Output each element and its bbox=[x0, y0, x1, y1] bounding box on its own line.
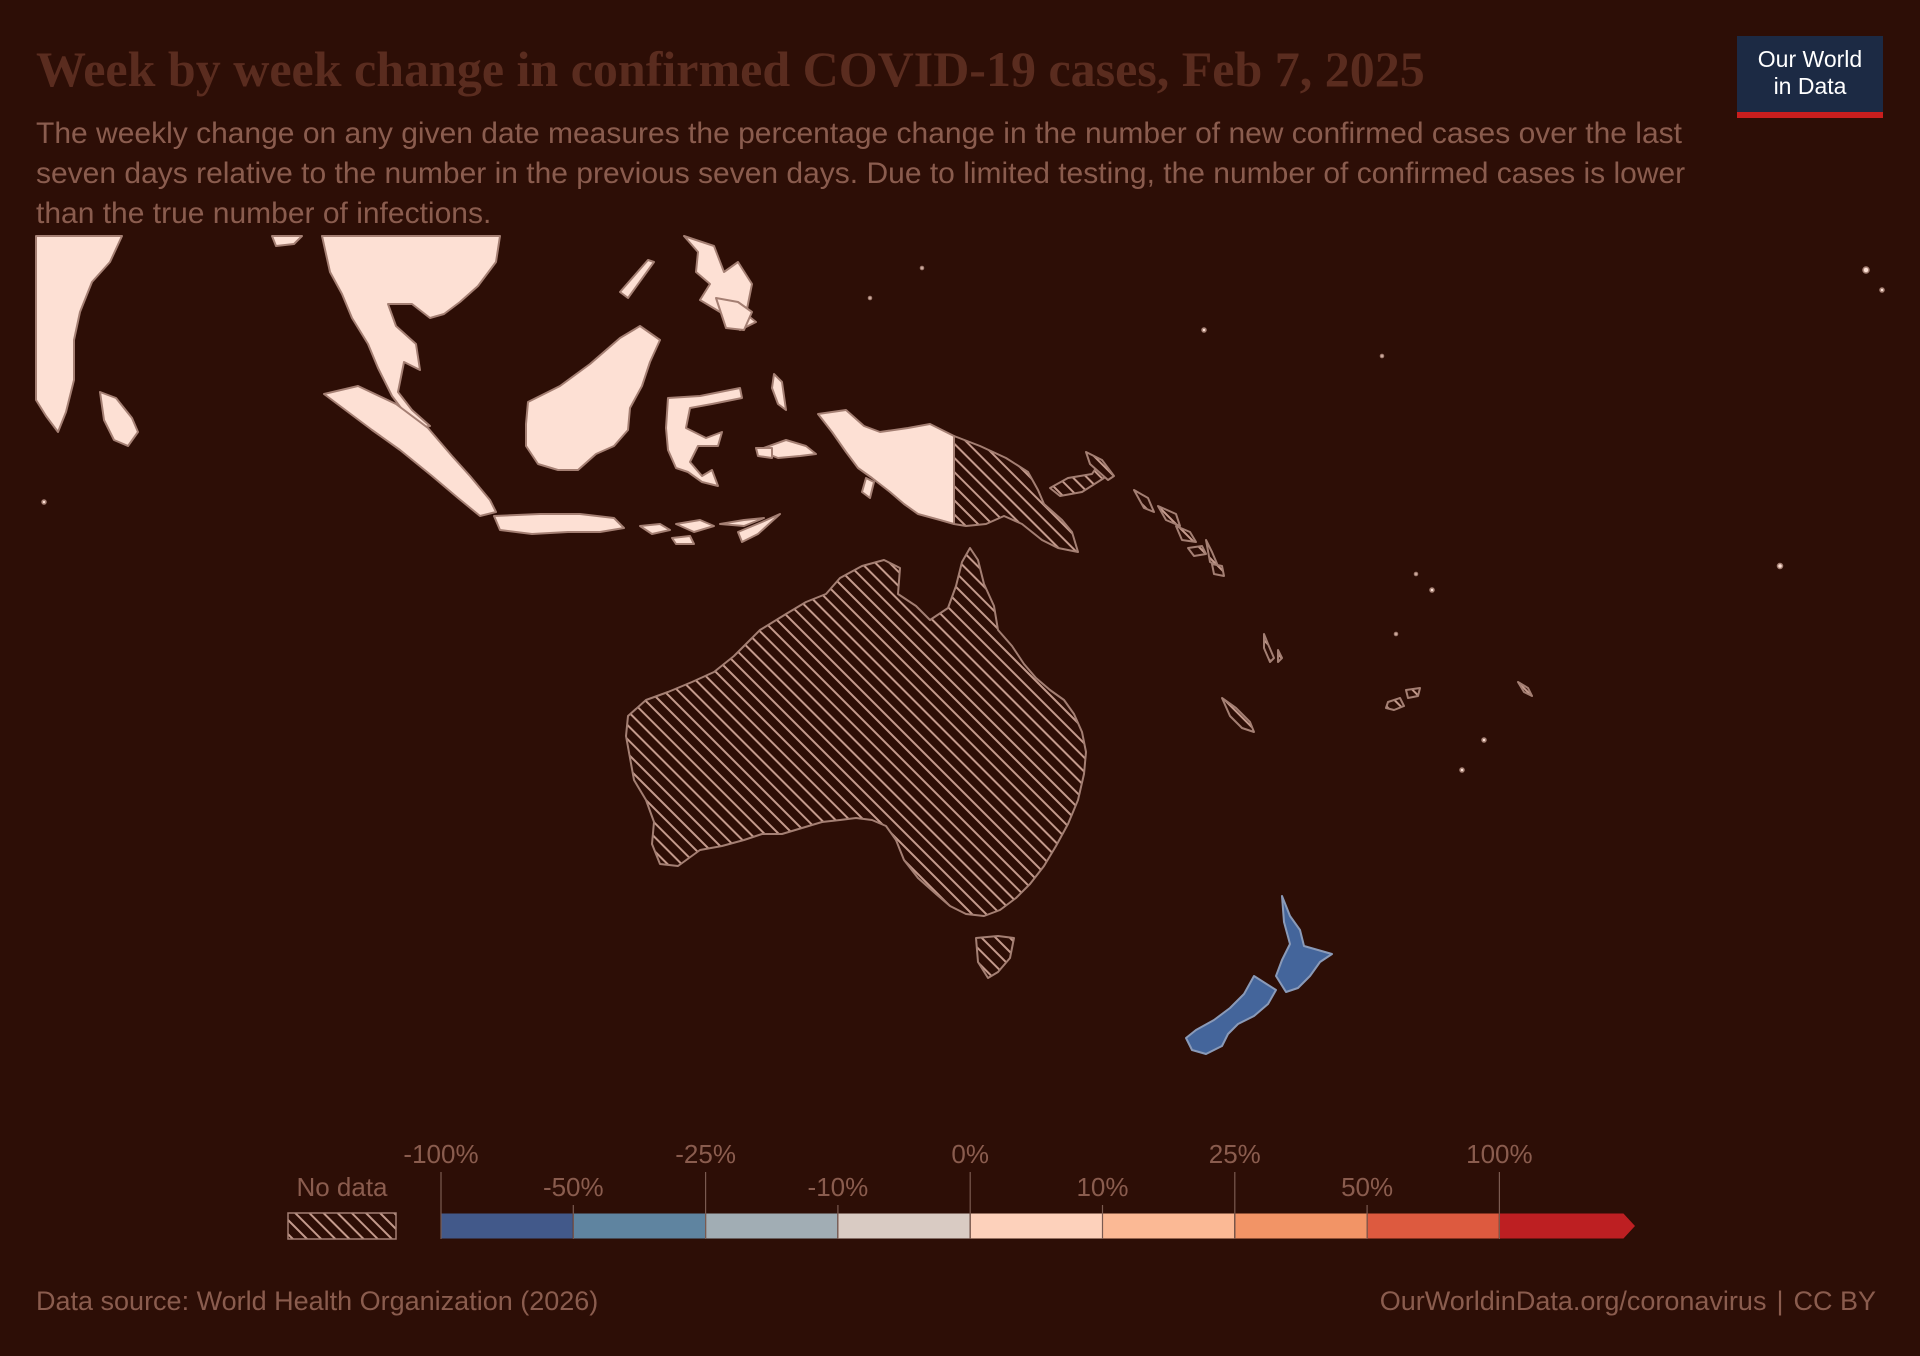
legend-bin[interactable] bbox=[1102, 1212, 1236, 1240]
region-sumatra[interactable] bbox=[323, 385, 497, 517]
islet[interactable] bbox=[1379, 353, 1385, 359]
region-papua-new-guinea[interactable] bbox=[953, 435, 1079, 553]
islet[interactable] bbox=[41, 499, 47, 505]
region-fiji-3[interactable] bbox=[1517, 681, 1533, 697]
data-source: Data source: World Health Organization (… bbox=[36, 1286, 599, 1316]
region-new-caledonia[interactable] bbox=[1221, 697, 1255, 733]
chart-subtitle: The weekly change on any given date meas… bbox=[36, 117, 1686, 230]
region-india[interactable] bbox=[35, 235, 123, 433]
region-flores[interactable] bbox=[719, 517, 765, 527]
logo-line-1: Our World bbox=[1757, 46, 1863, 72]
legend: No data -100% -50% -25% -10% 0% 10% 25% 50% 100% bbox=[287, 1139, 1637, 1240]
legend-no-data-label: No data bbox=[296, 1172, 388, 1202]
legend-bin[interactable] bbox=[705, 1212, 839, 1240]
footer-credit: OurWorldinData.org/coronavirus | CC BY bbox=[1380, 1286, 1876, 1317]
legend-bin[interactable] bbox=[969, 1212, 1104, 1240]
legend-tick-label: 0% bbox=[951, 1139, 989, 1169]
islet[interactable] bbox=[919, 265, 925, 271]
region-new-ireland[interactable] bbox=[1085, 451, 1115, 481]
legend-tick-label: -25% bbox=[675, 1139, 736, 1169]
islet[interactable] bbox=[1879, 287, 1885, 293]
region-solomon-5[interactable] bbox=[1205, 539, 1219, 567]
islet[interactable] bbox=[867, 295, 873, 301]
chart-title: Week by week change in confirmed COVID-1… bbox=[36, 41, 1425, 97]
legend-bin[interactable] bbox=[1366, 1212, 1500, 1240]
region-timor[interactable] bbox=[737, 513, 781, 543]
islet[interactable] bbox=[1413, 571, 1419, 577]
region-vanuatu-2[interactable] bbox=[1277, 649, 1283, 663]
legend-tick-label: 25% bbox=[1209, 1139, 1261, 1169]
region-borneo[interactable] bbox=[525, 325, 661, 471]
region-sumba[interactable] bbox=[671, 535, 695, 545]
region-java[interactable] bbox=[493, 513, 625, 535]
region-solomon-4[interactable] bbox=[1187, 545, 1207, 557]
region-sri-lanka[interactable] bbox=[99, 391, 139, 447]
legend-ticks bbox=[440, 1172, 1501, 1239]
legend-tick-label: 50% bbox=[1341, 1172, 1393, 1202]
region-western-new-guinea[interactable] bbox=[817, 409, 955, 525]
islet[interactable] bbox=[1776, 562, 1784, 570]
region-australia[interactable] bbox=[625, 547, 1087, 917]
region-philippines-mindanao[interactable] bbox=[715, 297, 753, 331]
region-sulawesi[interactable] bbox=[665, 387, 743, 487]
separator: | bbox=[1776, 1286, 1784, 1316]
legend-tick-label: 100% bbox=[1466, 1139, 1533, 1169]
pacific-islets bbox=[41, 265, 1885, 773]
region-bali-lombok[interactable] bbox=[639, 523, 671, 535]
region-new-zealand bbox=[1185, 895, 1333, 1055]
region-myanmar-north[interactable] bbox=[271, 235, 303, 247]
region-fiji-2[interactable] bbox=[1405, 687, 1421, 699]
legend-bin[interactable] bbox=[837, 1212, 971, 1240]
region-solomon-1[interactable] bbox=[1133, 489, 1155, 513]
logo-line-2: in Data bbox=[1773, 73, 1847, 99]
land-no-data-hatched bbox=[625, 435, 1533, 979]
region-aru[interactable] bbox=[861, 477, 875, 499]
region-sumbawa[interactable] bbox=[675, 519, 715, 533]
new-zealand-north-island[interactable] bbox=[1275, 895, 1333, 993]
region-solomon-3[interactable] bbox=[1175, 525, 1197, 543]
legend-bin[interactable] bbox=[1498, 1212, 1637, 1240]
region-tasmania[interactable] bbox=[975, 935, 1015, 979]
region-buru[interactable] bbox=[755, 447, 773, 459]
islet[interactable] bbox=[1481, 737, 1487, 743]
islet[interactable] bbox=[1429, 587, 1435, 593]
region-indochina[interactable] bbox=[321, 235, 501, 429]
region-maluku[interactable] bbox=[771, 373, 787, 411]
islet[interactable] bbox=[1459, 767, 1465, 773]
region-palawan[interactable] bbox=[619, 259, 655, 299]
legend-no-data-swatch[interactable] bbox=[287, 1212, 397, 1240]
islet[interactable] bbox=[1201, 327, 1207, 333]
source-link[interactable]: OurWorldinData.org/coronavirus bbox=[1379, 1286, 1767, 1316]
region-fiji-1[interactable] bbox=[1385, 697, 1405, 711]
region-solomon-2[interactable] bbox=[1157, 505, 1181, 527]
legend-tick-label: -50% bbox=[543, 1172, 604, 1202]
islet[interactable] bbox=[1393, 631, 1399, 637]
land-no-data-default bbox=[35, 235, 955, 545]
islet[interactable] bbox=[1862, 266, 1870, 274]
legend-bin[interactable] bbox=[572, 1212, 707, 1240]
new-zealand-south-island[interactable] bbox=[1185, 975, 1277, 1055]
region-vanuatu-1[interactable] bbox=[1263, 633, 1275, 663]
owid-logo[interactable]: Our World in Data bbox=[1737, 36, 1883, 118]
license-link[interactable]: CC BY bbox=[1793, 1286, 1876, 1316]
legend-bin[interactable] bbox=[440, 1212, 574, 1240]
legend-bin[interactable] bbox=[1234, 1212, 1368, 1240]
legend-tick-label: -100% bbox=[403, 1139, 478, 1169]
legend-tick-label: 10% bbox=[1076, 1172, 1128, 1202]
region-solomon-6[interactable] bbox=[1211, 563, 1225, 577]
legend-tick-label: -10% bbox=[808, 1172, 869, 1202]
legend-color-bins bbox=[440, 1212, 1637, 1240]
legend-labels: -100% -50% -25% -10% 0% 10% 25% 50% 100% bbox=[403, 1139, 1532, 1202]
